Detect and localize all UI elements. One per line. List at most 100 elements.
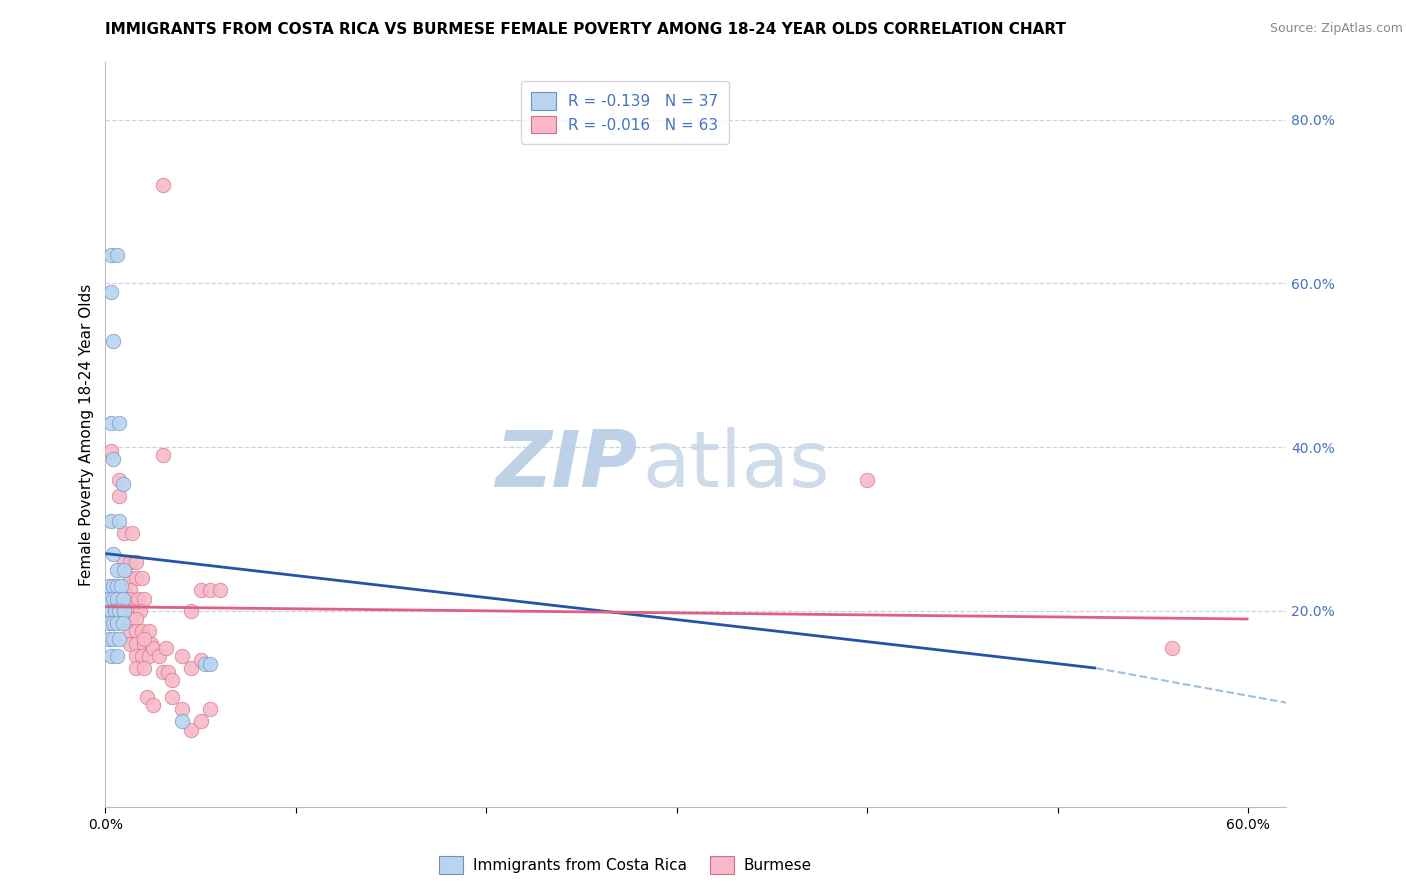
- Point: [190, 653, 212, 667]
- Point: [101, 616, 124, 631]
- Point: [111, 477, 134, 491]
- Point: [132, 661, 155, 675]
- Point: [101, 334, 124, 348]
- Point: [105, 591, 128, 606]
- Point: [125, 612, 148, 626]
- Point: [121, 526, 143, 541]
- Point: [152, 448, 174, 462]
- Point: [132, 632, 155, 647]
- Point: [100, 416, 122, 430]
- Point: [132, 636, 155, 650]
- Point: [114, 583, 136, 598]
- Point: [114, 604, 136, 618]
- Point: [114, 526, 136, 541]
- Point: [132, 591, 155, 606]
- Point: [120, 571, 142, 585]
- Point: [111, 616, 134, 631]
- Point: [136, 690, 159, 704]
- Point: [101, 452, 124, 467]
- Point: [105, 248, 128, 262]
- Point: [105, 616, 128, 631]
- Point: [200, 583, 222, 598]
- Point: [152, 178, 174, 193]
- Point: [114, 555, 136, 569]
- Point: [180, 604, 202, 618]
- Text: atlas: atlas: [643, 426, 831, 503]
- Point: [125, 636, 148, 650]
- Point: [120, 583, 142, 598]
- Point: [114, 563, 136, 577]
- Point: [157, 665, 180, 680]
- Y-axis label: Female Poverty Among 18-24 Year Olds: Female Poverty Among 18-24 Year Olds: [79, 284, 94, 586]
- Point: [170, 714, 193, 729]
- Point: [141, 636, 163, 650]
- Point: [107, 604, 129, 618]
- Point: [160, 690, 183, 704]
- Point: [200, 702, 222, 716]
- Point: [120, 624, 142, 639]
- Point: [120, 636, 142, 650]
- Point: [101, 632, 124, 647]
- Point: [98, 616, 121, 631]
- Point: [120, 555, 142, 569]
- Point: [180, 661, 202, 675]
- Point: [101, 579, 124, 593]
- Point: [138, 624, 160, 639]
- Point: [98, 579, 121, 593]
- Legend: Immigrants from Costa Rica, Burmese: Immigrants from Costa Rica, Burmese: [433, 850, 817, 880]
- Point: [100, 285, 122, 299]
- Point: [101, 547, 124, 561]
- Text: ZIP: ZIP: [495, 426, 637, 503]
- Point: [190, 583, 212, 598]
- Point: [107, 473, 129, 487]
- Text: Source: ZipAtlas.com: Source: ZipAtlas.com: [1270, 22, 1403, 36]
- Point: [125, 661, 148, 675]
- Point: [120, 591, 142, 606]
- Point: [190, 714, 212, 729]
- Point: [107, 591, 129, 606]
- Point: [127, 591, 149, 606]
- Point: [105, 648, 128, 663]
- Point: [101, 591, 124, 606]
- Point: [110, 579, 132, 593]
- Point: [131, 648, 153, 663]
- Point: [121, 604, 143, 618]
- Point: [170, 702, 193, 716]
- Point: [160, 673, 183, 688]
- Point: [180, 723, 202, 737]
- Point: [100, 604, 122, 618]
- Point: [114, 591, 136, 606]
- Point: [170, 648, 193, 663]
- Point: [131, 571, 153, 585]
- Point: [107, 416, 129, 430]
- Point: [114, 612, 136, 626]
- Point: [98, 632, 121, 647]
- Point: [138, 648, 160, 663]
- Point: [104, 604, 127, 618]
- Point: [107, 632, 129, 647]
- Point: [114, 604, 136, 618]
- Point: [142, 640, 165, 655]
- Point: [148, 648, 170, 663]
- Point: [1161, 640, 1184, 655]
- Point: [125, 648, 148, 663]
- Point: [120, 612, 142, 626]
- Point: [100, 514, 122, 528]
- Point: [100, 444, 122, 458]
- Point: [856, 473, 879, 487]
- Point: [200, 657, 222, 671]
- Point: [125, 571, 148, 585]
- Point: [128, 604, 150, 618]
- Point: [107, 604, 129, 618]
- Point: [125, 555, 148, 569]
- Point: [152, 665, 174, 680]
- Point: [208, 583, 231, 598]
- Point: [100, 248, 122, 262]
- Point: [100, 648, 122, 663]
- Point: [131, 624, 153, 639]
- Point: [107, 489, 129, 503]
- Point: [155, 640, 177, 655]
- Text: IMMIGRANTS FROM COSTA RICA VS BURMESE FEMALE POVERTY AMONG 18-24 YEAR OLDS CORRE: IMMIGRANTS FROM COSTA RICA VS BURMESE FE…: [105, 22, 1066, 37]
- Point: [107, 514, 129, 528]
- Point: [111, 591, 134, 606]
